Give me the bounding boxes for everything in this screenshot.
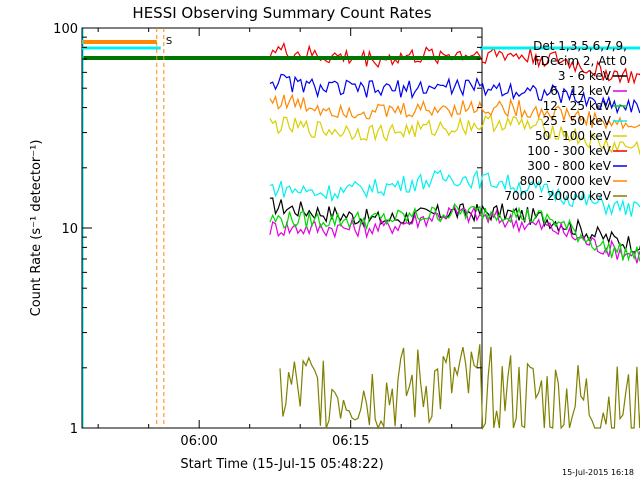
y-axis-label: Count Rate (s⁻¹ detector⁻¹) — [29, 140, 44, 317]
x-axis-label: Start Time (15-Jul-15 05:48:22) — [180, 457, 383, 472]
series-line-2 — [269, 205, 640, 264]
legend-label-7: 300 - 800 keV — [527, 159, 611, 173]
legend-header-line-1: Det 1,3,5,6,7,9, — [533, 39, 627, 53]
legend-label-4: 25 - 50 keV — [543, 114, 612, 128]
marker-layer: SRD0RD6 — [82, 28, 640, 428]
axis-layer: 06:00 06:15 1 10 100 — [53, 22, 482, 449]
x-tick-label: 06:00 — [180, 434, 217, 449]
legend-label-5: 50 - 100 keV — [535, 129, 612, 143]
legend-label-6: 100 - 300 keV — [527, 144, 611, 158]
legend-label-3: 12 - 25 keV — [543, 99, 612, 113]
series-line-3 — [269, 202, 640, 262]
footer-timestamp: 15-Jul-2015 16:18 — [562, 468, 634, 477]
legend-label-9: 7000 - 20000 keV — [504, 189, 611, 203]
legend-label-2: 6 - 12 keV — [550, 84, 612, 98]
y-tick-label: 100 — [53, 22, 78, 37]
series-line-9 — [279, 344, 640, 431]
y-tick-label: 10 — [61, 222, 78, 237]
x-tick-label: 06:15 — [332, 434, 369, 449]
legend-header-line-2: FDecim 2, Att 0 — [534, 54, 627, 68]
series-line-4 — [269, 169, 640, 217]
legend: Det 1,3,5,6,7,9, FDecim 2, Att 0 3 - 6 k… — [504, 39, 627, 203]
chart-title: HESSI Observing Summary Count Rates — [132, 4, 431, 22]
y-tick-label: 1 — [70, 422, 78, 437]
annotation-s: S — [166, 36, 172, 47]
legend-label-8: 800 - 7000 keV — [520, 174, 612, 188]
legend-label-1: 3 - 6 keV — [558, 69, 612, 83]
